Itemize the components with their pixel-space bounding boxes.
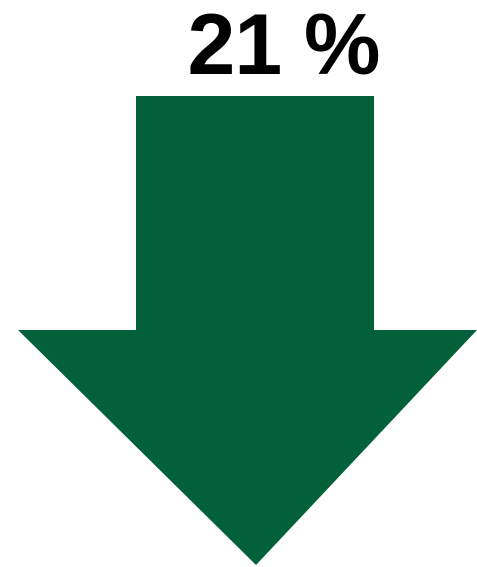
percent-change-label: 21 % bbox=[187, 0, 380, 93]
arrow-shape bbox=[18, 96, 477, 565]
